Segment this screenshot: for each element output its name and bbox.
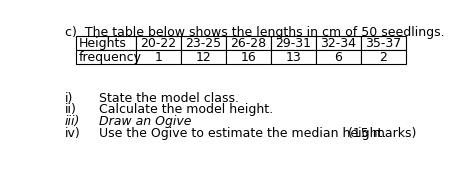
Text: 1: 1	[154, 51, 162, 64]
Text: frequency: frequency	[79, 51, 142, 64]
Polygon shape	[271, 36, 316, 50]
Polygon shape	[181, 50, 226, 64]
Text: 26-28: 26-28	[230, 37, 266, 50]
Text: iv): iv)	[65, 127, 80, 139]
Text: (15 marks): (15 marks)	[348, 127, 417, 139]
Polygon shape	[136, 36, 181, 50]
Text: Heights: Heights	[79, 37, 126, 50]
Text: ii): ii)	[65, 103, 77, 116]
Polygon shape	[75, 36, 136, 50]
Text: 12: 12	[196, 51, 211, 64]
Text: Use the Ogive to estimate the median height.: Use the Ogive to estimate the median hei…	[99, 127, 386, 139]
Text: 2: 2	[379, 51, 387, 64]
Text: 20-22: 20-22	[140, 37, 176, 50]
Text: iii): iii)	[65, 115, 80, 128]
Polygon shape	[361, 50, 406, 64]
Text: 32-34: 32-34	[320, 37, 356, 50]
Polygon shape	[271, 50, 316, 64]
Text: 16: 16	[241, 51, 256, 64]
Polygon shape	[361, 36, 406, 50]
Polygon shape	[181, 36, 226, 50]
Polygon shape	[136, 50, 181, 64]
Text: c)  The table below shows the lengths in cm of 50 seedlings.: c) The table below shows the lengths in …	[65, 26, 444, 39]
Text: 6: 6	[334, 51, 342, 64]
Polygon shape	[75, 50, 136, 64]
Polygon shape	[226, 36, 271, 50]
Text: Calculate the model height.: Calculate the model height.	[99, 103, 273, 116]
Text: i): i)	[65, 92, 73, 105]
Text: 29-31: 29-31	[275, 37, 311, 50]
Text: 23-25: 23-25	[185, 37, 221, 50]
Text: Draw an Ogive: Draw an Ogive	[99, 115, 191, 128]
Text: 35-37: 35-37	[365, 37, 402, 50]
Polygon shape	[226, 50, 271, 64]
Text: 13: 13	[285, 51, 301, 64]
Polygon shape	[316, 50, 361, 64]
Polygon shape	[316, 36, 361, 50]
Text: State the model class.: State the model class.	[99, 92, 239, 105]
